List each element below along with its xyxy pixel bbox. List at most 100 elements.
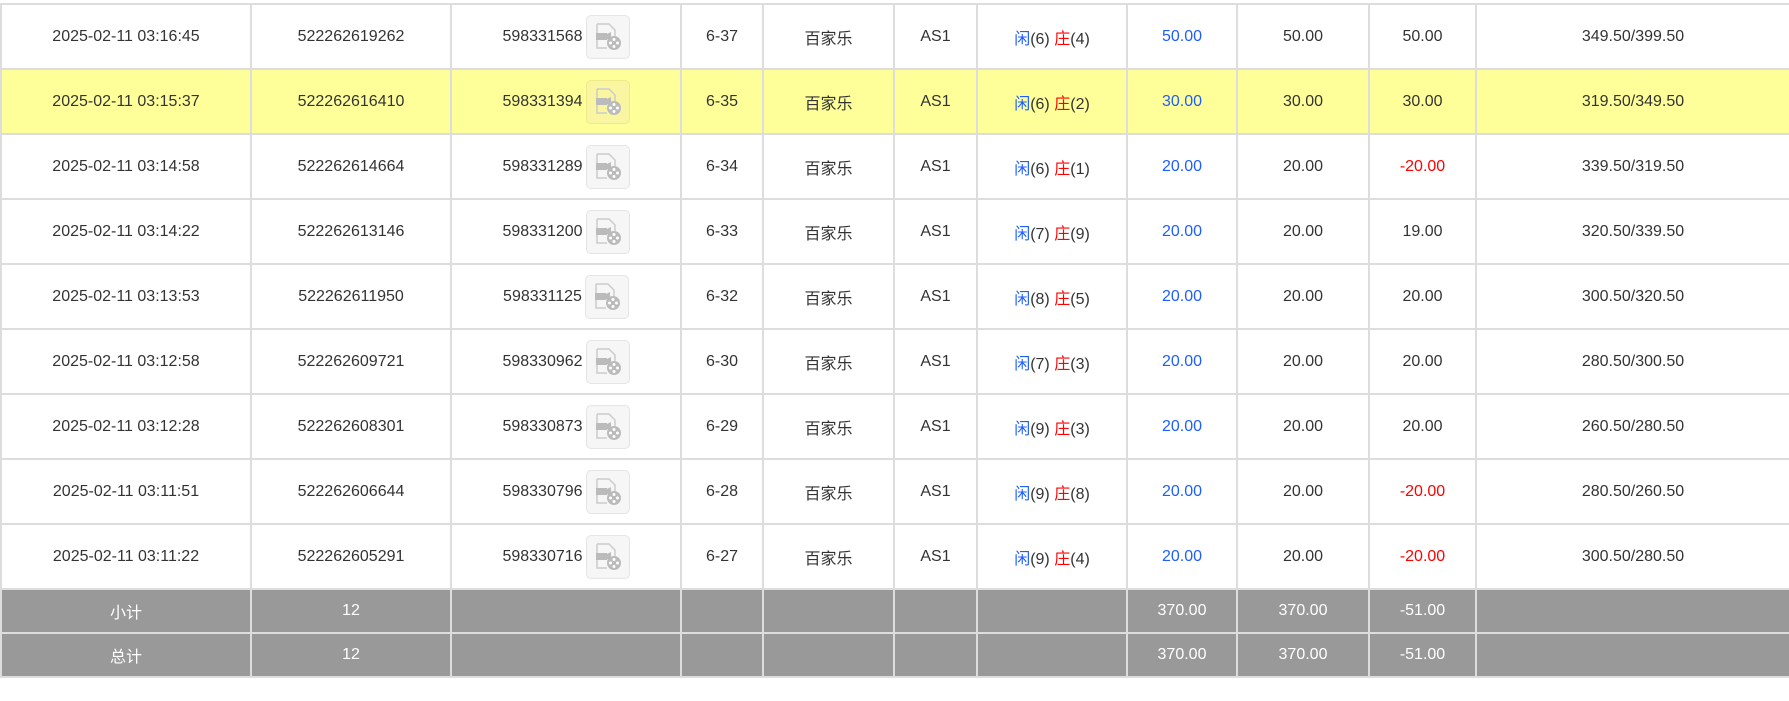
table-row[interactable]: 2025-02-11 03:16:45 522262619262 598331568…	[0, 3, 1789, 70]
table-code: AS1	[893, 393, 978, 460]
result: 闲(6) 庄(2)	[976, 68, 1128, 135]
valid-bet: 20.00	[1236, 263, 1370, 330]
player-score: (9)	[1030, 485, 1050, 503]
shoe-round: 6-37	[680, 3, 764, 70]
player-label: 闲	[1014, 550, 1031, 568]
player-label: 闲	[1014, 290, 1031, 308]
round-id-cell: 598331200	[450, 198, 682, 265]
subtotal-count: 12	[250, 588, 452, 634]
win-loss: 19.00	[1368, 198, 1477, 265]
balance: 339.50/319.50	[1475, 133, 1789, 200]
banker-score: (4)	[1070, 550, 1090, 568]
round-id-cell: 598331289	[450, 133, 682, 200]
round-id: 598330796	[502, 482, 583, 500]
bet-id: 522262605291	[250, 523, 452, 590]
banker-label: 庄	[1054, 225, 1071, 243]
result: 闲(9) 庄(3)	[976, 393, 1128, 460]
video-file-icon[interactable]	[585, 339, 630, 384]
player-score: (8)	[1030, 290, 1050, 308]
banker-label: 庄	[1054, 160, 1071, 178]
banker-score: (2)	[1070, 95, 1090, 113]
bet-id: 522262614664	[250, 133, 452, 200]
result: 闲(7) 庄(3)	[976, 328, 1128, 395]
win-loss: 20.00	[1368, 263, 1477, 330]
player-label: 闲	[1014, 225, 1031, 243]
table-row[interactable]: 2025-02-11 03:11:51 522262606644 598330796…	[0, 458, 1789, 525]
round-id: 598331125	[503, 287, 582, 305]
table-row[interactable]: 2025-02-11 03:13:53 522262611950 598331125…	[0, 263, 1789, 330]
balance: 319.50/349.50	[1475, 68, 1789, 135]
video-file-icon[interactable]	[585, 469, 630, 514]
video-file-icon[interactable]	[585, 404, 630, 449]
shoe-round: 6-32	[680, 263, 764, 330]
table-code: AS1	[893, 3, 978, 70]
result: 闲(6) 庄(4)	[976, 3, 1128, 70]
valid-bet: 20.00	[1236, 523, 1370, 590]
shoe-round: 6-35	[680, 68, 764, 135]
video-file-icon[interactable]	[585, 534, 630, 579]
table-row[interactable]: 2025-02-11 03:14:22 522262613146 598331200…	[0, 198, 1789, 265]
game-name: 百家乐	[762, 133, 895, 200]
game-name: 百家乐	[762, 263, 895, 330]
win-loss: 20.00	[1368, 393, 1477, 460]
banker-score: (3)	[1070, 420, 1090, 438]
total-valid: 370.00	[1236, 632, 1370, 678]
video-file-icon[interactable]	[585, 14, 630, 59]
table-row[interactable]: 2025-02-11 03:12:28 522262608301 598330873…	[0, 393, 1789, 460]
player-label: 闲	[1014, 485, 1031, 503]
game-name: 百家乐	[762, 3, 895, 70]
player-label: 闲	[1014, 160, 1031, 178]
table-code: AS1	[893, 458, 978, 525]
round-id: 598330962	[502, 352, 583, 370]
banker-label: 庄	[1054, 30, 1071, 48]
shoe-round: 6-30	[680, 328, 764, 395]
round-id-cell: 598331568	[450, 3, 682, 70]
balance: 300.50/280.50	[1475, 523, 1789, 590]
game-name: 百家乐	[762, 198, 895, 265]
bet-id: 522262616410	[250, 68, 452, 135]
bet-time: 2025-02-11 03:15:37	[0, 68, 252, 135]
total-count: 12	[250, 632, 452, 678]
bet-time: 2025-02-11 03:12:28	[0, 393, 252, 460]
round-id-cell: 598331125	[450, 263, 682, 330]
video-file-icon[interactable]	[584, 274, 629, 319]
bet-time: 2025-02-11 03:12:58	[0, 328, 252, 395]
win-loss: 50.00	[1368, 3, 1477, 70]
player-label: 闲	[1014, 95, 1031, 113]
bet-amount: 20.00	[1126, 328, 1238, 395]
bet-id: 522262613146	[250, 198, 452, 265]
video-file-icon[interactable]	[585, 79, 630, 124]
video-file-icon[interactable]	[585, 144, 630, 189]
balance: 260.50/280.50	[1475, 393, 1789, 460]
video-file-icon[interactable]	[585, 209, 630, 254]
banker-score: (4)	[1070, 30, 1090, 48]
table-row[interactable]: 2025-02-11 03:11:22 522262605291 598330716…	[0, 523, 1789, 590]
bet-amount: 20.00	[1126, 523, 1238, 590]
bet-amount: 20.00	[1126, 133, 1238, 200]
shoe-round: 6-28	[680, 458, 764, 525]
table-row[interactable]: 2025-02-11 03:15:37 522262616410 598331394…	[0, 68, 1789, 135]
banker-score: (8)	[1070, 485, 1090, 503]
win-loss: -20.00	[1368, 133, 1477, 200]
table-code: AS1	[893, 263, 978, 330]
balance: 280.50/300.50	[1475, 328, 1789, 395]
valid-bet: 30.00	[1236, 68, 1370, 135]
result: 闲(8) 庄(5)	[976, 263, 1128, 330]
bet-amount: 20.00	[1126, 393, 1238, 460]
player-label: 闲	[1014, 355, 1031, 373]
player-score: (9)	[1030, 420, 1050, 438]
win-loss: -20.00	[1368, 458, 1477, 525]
player-score: (7)	[1030, 355, 1050, 373]
table-row[interactable]: 2025-02-11 03:12:58 522262609721 598330962…	[0, 328, 1789, 395]
valid-bet: 20.00	[1236, 328, 1370, 395]
round-id: 598331289	[502, 157, 583, 175]
round-id: 598330873	[502, 417, 583, 435]
table-row[interactable]: 2025-02-11 03:14:58 522262614664 598331289…	[0, 133, 1789, 200]
banker-score: (5)	[1070, 290, 1090, 308]
shoe-round: 6-33	[680, 198, 764, 265]
round-id: 598331394	[502, 92, 583, 110]
banker-score: (9)	[1070, 225, 1090, 243]
total-win: -51.00	[1368, 632, 1477, 678]
round-id-cell: 598330873	[450, 393, 682, 460]
result: 闲(9) 庄(4)	[976, 523, 1128, 590]
